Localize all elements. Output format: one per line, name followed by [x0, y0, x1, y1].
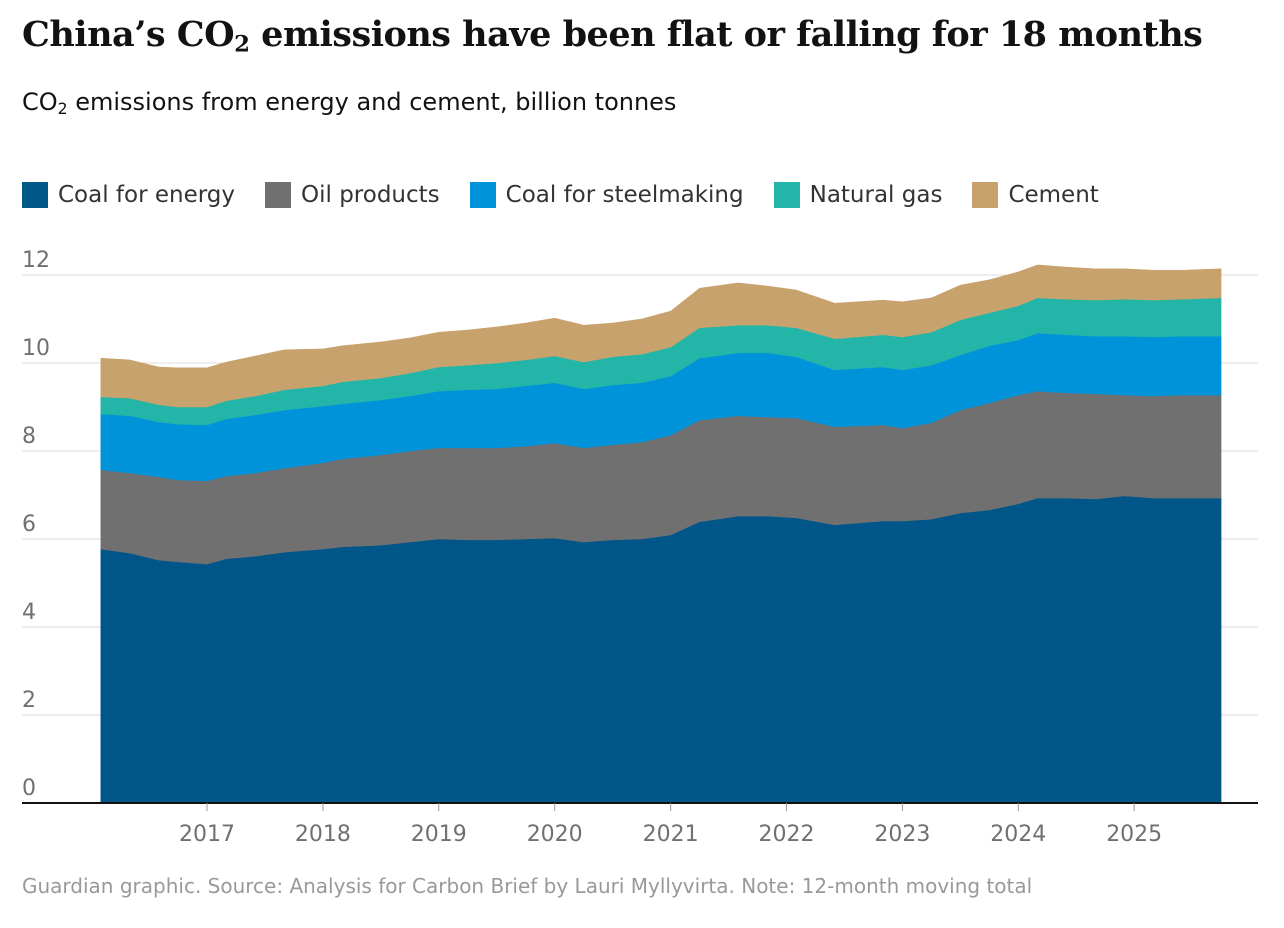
x-tick-label: 2019	[411, 822, 467, 847]
subtitle-text-end: emissions from energy and cement, billio…	[67, 88, 677, 116]
legend-item-oil: Oil products	[265, 182, 440, 208]
legend-label: Natural gas	[809, 182, 943, 208]
legend-label: Oil products	[301, 182, 440, 208]
legend: Coal for energy Oil products Coal for st…	[22, 182, 1099, 208]
x-tick-label: 2023	[874, 822, 930, 847]
source-note: Guardian graphic. Source: Analysis for C…	[22, 874, 1033, 898]
chart-title: China’s CO2 emissions have been flat or …	[22, 14, 1203, 58]
legend-swatch	[265, 182, 292, 208]
subtitle-text: CO	[22, 88, 58, 116]
y-tick-label: 10	[22, 336, 50, 361]
x-tick-label: 2021	[643, 822, 699, 847]
y-tick-label: 12	[22, 248, 50, 273]
title-text: China’s CO	[22, 14, 235, 55]
legend-label: Coal for energy	[58, 182, 236, 208]
legend-item-gas: Natural gas	[773, 182, 943, 208]
legend-swatch	[773, 182, 800, 208]
x-tick-label: 2017	[179, 822, 235, 847]
legend-swatch	[469, 182, 496, 208]
area-cement	[100, 264, 1222, 408]
x-tick-label: 2025	[1106, 822, 1162, 847]
y-tick-label: 0	[22, 776, 36, 801]
x-tick-label: 2018	[295, 822, 351, 847]
x-tick-label: 2022	[759, 822, 815, 847]
legend-item-coal-steel: Coal for steelmaking	[469, 182, 744, 208]
y-tick-label: 4	[22, 600, 36, 625]
y-tick-label: 6	[22, 512, 36, 537]
legend-swatch	[22, 182, 48, 208]
x-tick-label: 2024	[990, 822, 1046, 847]
title-text-end: emissions have been flat or falling for …	[249, 14, 1203, 55]
legend-label: Coal for steelmaking	[505, 182, 744, 208]
legend-label: Cement	[1008, 182, 1099, 208]
chart-subtitle: CO2 emissions from energy and cement, bi…	[22, 88, 676, 118]
y-tick-label: 2	[22, 688, 36, 713]
y-tick-label: 8	[22, 424, 36, 449]
legend-item-coal-energy: Coal for energy	[22, 182, 235, 208]
subtitle-subscript: 2	[57, 99, 68, 118]
title-subscript: 2	[234, 31, 250, 58]
x-tick-label: 2020	[527, 822, 583, 847]
legend-item-cement: Cement	[972, 182, 1099, 208]
legend-swatch	[972, 182, 999, 208]
